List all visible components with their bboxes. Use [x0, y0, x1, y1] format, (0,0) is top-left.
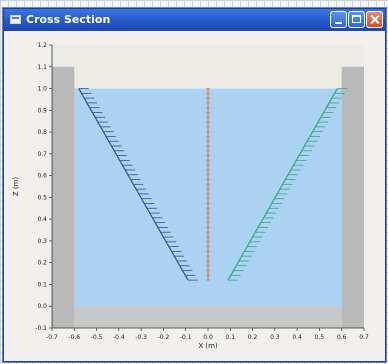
x-tick-label: 0.2	[248, 334, 258, 341]
x-axis-label: X (m)	[198, 342, 218, 350]
tank-floor	[52, 306, 364, 328]
y-tick-label: 0.5	[37, 194, 47, 201]
x-tick-label: 0.6	[337, 334, 347, 341]
x-tick-label: -0.2	[158, 334, 170, 341]
window-icon	[10, 15, 21, 24]
y-tick-label: 0.1	[37, 281, 47, 288]
y-tick-label: 1.1	[37, 64, 47, 71]
x-tick-label: 0.4	[292, 334, 302, 341]
y-tick-label: 0.2	[37, 260, 47, 267]
x-tick-label: -0.3	[135, 334, 147, 341]
right-wall	[341, 66, 364, 328]
close-button[interactable]	[366, 11, 383, 28]
x-tick-label: 0.1	[226, 334, 236, 341]
y-tick-label: 0.7	[37, 151, 47, 158]
y-tick-label: 1.2	[37, 42, 47, 49]
series-line-2	[206, 88, 210, 281]
cross-section-window: Cross Section -0.1 0.0 0.1 0.2 0.3 0.4 0.5 0.6 0…	[3, 8, 386, 362]
y-tick-label: 1.0	[37, 86, 47, 93]
x-tick-label: -0.5	[91, 334, 103, 341]
series-group	[78, 88, 348, 281]
x-tick-label: 0.3	[270, 334, 280, 341]
y-tick-label: 0.4	[37, 216, 47, 223]
window-title: Cross Section	[26, 13, 111, 26]
minimize-button[interactable]	[330, 11, 347, 28]
x-tick-label: 0.5	[315, 334, 325, 341]
y-tick-label: 0.6	[37, 173, 47, 180]
x-tick-label: -0.4	[113, 334, 125, 341]
y-tick-label: 0.0	[37, 303, 47, 310]
air-region	[52, 45, 364, 89]
y-axis-label: Z (m)	[12, 177, 20, 197]
axes: -0.1 0.0 0.1 0.2 0.3 0.4 0.5 0.6 0.7 0.8 0.9 1.0 1.1…	[35, 42, 369, 341]
left-wall	[52, 66, 75, 328]
x-tick-label: -0.6	[68, 334, 80, 341]
y-tick-label: 0.8	[37, 129, 47, 136]
x-tick-label: 0.7	[359, 334, 369, 341]
maximize-button[interactable]	[348, 11, 365, 28]
x-tick-label: -0.7	[46, 334, 58, 341]
y-tick-label: -0.1	[35, 325, 47, 332]
y-tick-label: 0.9	[37, 107, 47, 114]
series-line-1	[78, 88, 198, 281]
series-line-3	[227, 88, 348, 281]
x-tick-label: 0.0	[203, 334, 213, 341]
title-bar[interactable]: Cross Section	[4, 9, 385, 31]
x-tick-label: -0.1	[180, 334, 192, 341]
y-tick-label: 0.3	[37, 238, 47, 245]
cross-section-chart: -0.1 0.0 0.1 0.2 0.3 0.4 0.5 0.6 0.7 0.8 0.9 1.0 1.1…	[12, 42, 369, 350]
